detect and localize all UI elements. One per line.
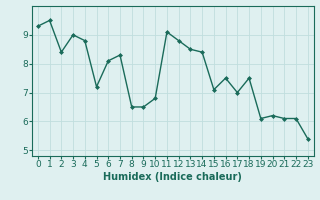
X-axis label: Humidex (Indice chaleur): Humidex (Indice chaleur) <box>103 172 242 182</box>
